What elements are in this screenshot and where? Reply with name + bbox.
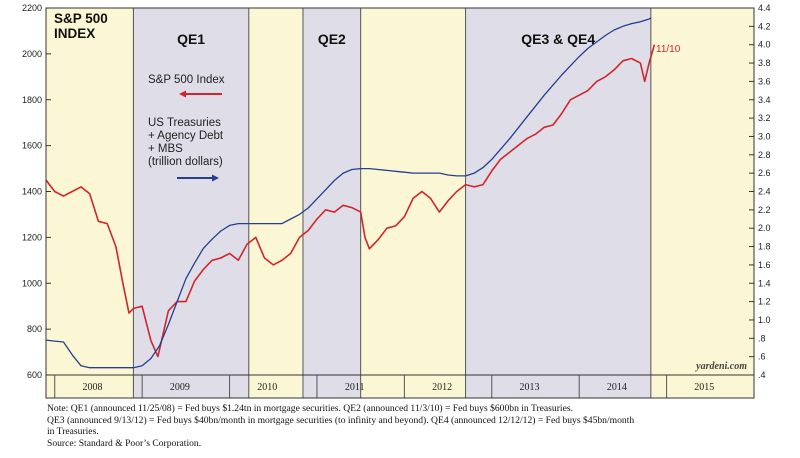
legend-fed-label-line: + Agency Debt [148,130,224,142]
right-tick-label: 4.2 [758,21,771,31]
right-tick-label: 2.0 [758,223,771,233]
sp500-vs-fed-chart: QE1 QE2 QE3 & QE4 2008 2009 2010 2011 2012 2013 2… [22,3,771,399]
period-band [302,8,361,398]
left-tick-label: 1600 [22,141,42,151]
period-band [46,8,134,398]
period-band [133,8,249,398]
left-tick-label: 800 [27,324,42,334]
year-label: 2008 [82,382,102,393]
credit-label: yardeni.com [695,361,747,372]
right-tick-label: .6 [758,352,766,362]
period-band [650,8,754,398]
left-tick-label: 2200 [22,3,42,13]
right-tick-label: 4.0 [758,40,771,50]
qe-period-bands [46,8,754,398]
legend-fed-arrowhead [212,174,219,182]
left-tick-label: 600 [27,370,42,380]
note-line-1: Note: QE1 (announced 11/25/08) = Fed buy… [47,403,573,414]
right-tick-label: 1.0 [758,315,771,325]
fed-holdings-line [45,17,652,369]
year-label: 2010 [257,382,277,393]
right-tick-label: 1.4 [758,278,771,288]
period-label-qe3-qe4: QE3 & QE4 [521,31,595,47]
right-tick-label: 3.4 [758,95,771,105]
sp500-end-label: 11/10 [656,44,681,55]
legend-fed-label-line: + MBS [148,143,183,155]
year-label: 2015 [694,382,714,393]
year-label: 2009 [170,382,190,393]
right-tick-label: 2.4 [758,187,771,197]
right-tick-label: 3.8 [758,58,771,68]
legend-sp500-arrowhead [179,90,186,98]
footnotes: Note: QE1 (announced 11/25/08) = Fed buy… [47,403,787,449]
chart-title-line: INDEX [54,26,95,41]
chart-labels: QE1 QE2 QE3 & QE4 2008 2009 2010 2011 2012 2013 2… [22,3,771,393]
right-tick-label: 2.2 [758,205,771,215]
plot-frame [45,7,755,399]
right-tick-label: 3.2 [758,113,771,123]
legend-fed-label-line: (trillion dollars) [148,156,223,168]
period-label-qe2: QE2 [318,31,346,47]
left-tick-label: 2000 [22,49,42,59]
period-band [465,8,651,398]
period-band [360,8,466,398]
legend-sp500-label: S&P 500 Index [148,74,225,86]
period-band [248,8,303,398]
year-label: 2014 [607,382,627,393]
right-tick-label: 4.4 [758,3,771,13]
left-tick-label: 1800 [22,95,42,105]
left-tick-label: 1000 [22,278,42,288]
year-label: 2011 [345,382,365,393]
right-tick-label: 1.2 [758,297,771,307]
note-line-2: QE3 (announced 9/13/12) = Fed buys $40bn… [47,414,635,426]
note-line-3: in Treasuries. [47,426,99,438]
left-tick-label: 1400 [22,187,42,197]
series-layer [45,17,656,369]
right-tick-label: 2.6 [758,168,771,178]
chart-title-line: S&P 500 [54,11,108,26]
right-tick-label: .4 [758,370,766,380]
right-tick-label: .8 [758,333,766,343]
axis-ticks [46,7,754,398]
right-tick-label: 3.0 [758,131,771,141]
right-tick-label: 2.8 [758,150,771,160]
sp500-line [45,44,656,358]
right-tick-label: 1.8 [758,242,771,252]
year-label: 2013 [519,382,539,393]
right-tick-label: 1.6 [758,260,771,270]
period-label-qe1: QE1 [177,31,205,47]
source-line: Source: Standard & Poor’s Corporation. [47,437,202,449]
year-label: 2012 [432,382,452,393]
chart-container: QE1 QE2 QE3 & QE4 2008 2009 2010 2011 2012 2013 2… [22,3,771,399]
left-tick-label: 1200 [22,232,42,242]
legend-fed-label-line: US Treasuries [148,117,221,129]
right-tick-label: 3.6 [758,76,771,86]
